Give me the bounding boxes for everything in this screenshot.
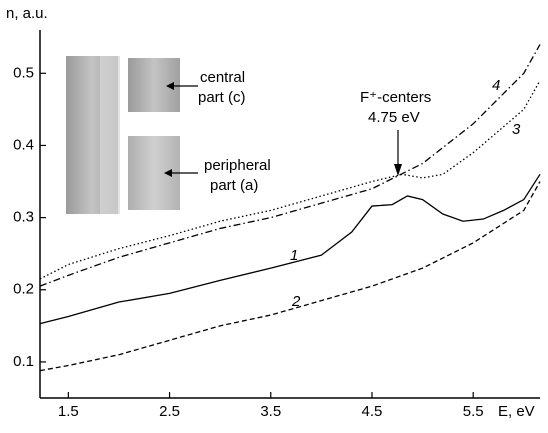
arrow	[394, 130, 402, 176]
curve-label: 2	[291, 293, 301, 310]
annotation: part (c)	[198, 89, 246, 106]
annotation: 4.75 eV	[368, 109, 420, 126]
x-tick-label: 2.5	[159, 403, 180, 420]
y-tick-label: 0.4	[13, 136, 34, 153]
curve-label: 4	[492, 77, 500, 94]
y-tick-label: 0.5	[13, 64, 34, 81]
inset-photo	[66, 56, 198, 214]
y-axis-label: n, a.u.	[6, 5, 48, 22]
y-tick-label: 0.1	[13, 353, 34, 370]
annotation: F⁺-centers	[360, 89, 431, 106]
y-tick-label: 0.3	[13, 209, 34, 226]
line	[39, 80, 541, 280]
annotation: part (a)	[210, 177, 258, 194]
curve-label: 3	[512, 121, 521, 138]
curve-label: 1	[290, 247, 298, 264]
annotation: central	[200, 69, 245, 86]
line	[39, 173, 541, 325]
annotation: peripheral	[204, 157, 271, 174]
x-axis-label: E, eV	[498, 403, 535, 420]
x-tick-label: 3.5	[260, 403, 281, 420]
x-tick-label: 5.5	[463, 403, 484, 420]
line	[39, 44, 541, 287]
x-tick-label: 4.5	[362, 403, 383, 420]
x-tick-label: 1.5	[58, 403, 79, 420]
y-tick-label: 0.2	[13, 281, 34, 298]
